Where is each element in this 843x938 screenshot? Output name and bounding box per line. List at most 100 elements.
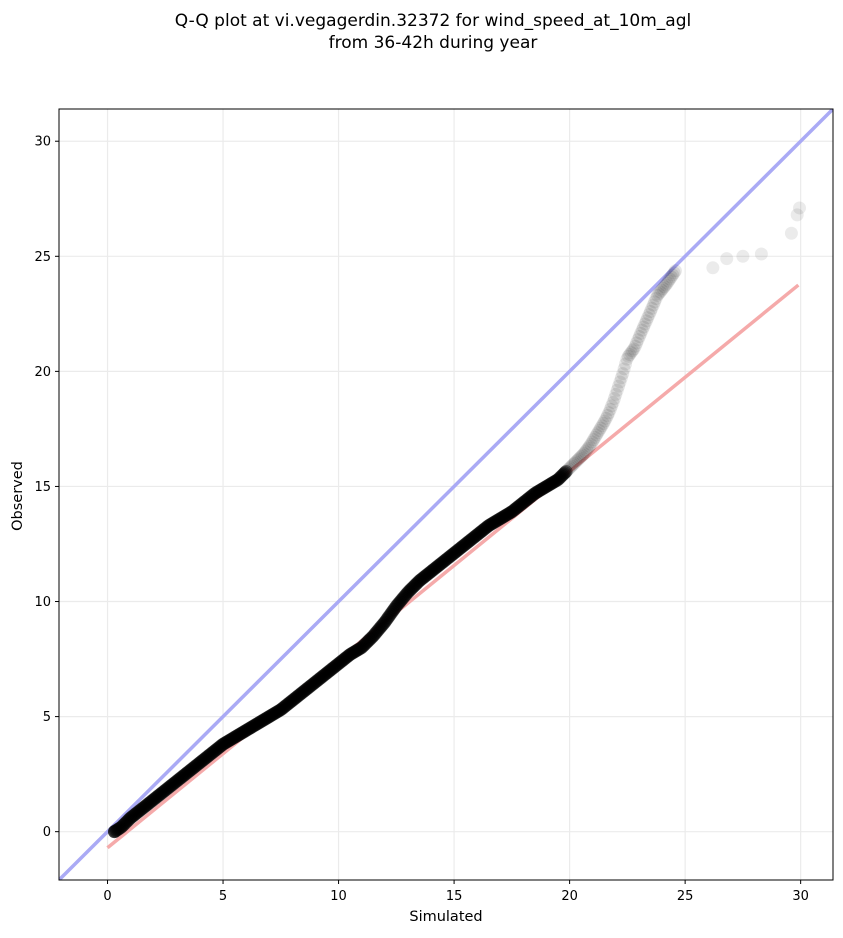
quantile-point [220, 735, 234, 749]
quantile-point [488, 515, 502, 529]
quantile-point [551, 473, 565, 487]
quantile-point [237, 725, 251, 739]
quantile-point [667, 266, 681, 280]
quantile-point [202, 748, 216, 762]
quantile-point [261, 710, 275, 724]
quantile-point [125, 810, 139, 824]
quantile-point [623, 347, 637, 361]
quantile-point [396, 591, 410, 605]
quantile-point [468, 530, 482, 544]
y-tick-label: 20 [34, 365, 51, 380]
quantile-point [211, 741, 225, 755]
quantile-point [226, 731, 240, 745]
quantile-point [200, 750, 214, 764]
quantile-point [148, 792, 162, 806]
quantile-point [566, 458, 580, 472]
quantile-point [522, 491, 536, 505]
quantile-point [521, 492, 535, 506]
quantile-point [243, 721, 257, 735]
quantile-point [312, 672, 326, 686]
quantile-point [419, 568, 433, 582]
quantile-point [168, 776, 182, 790]
quantile-point [285, 693, 299, 707]
quantile-point [124, 811, 138, 825]
y-tick-label: 30 [34, 135, 51, 150]
x-tick-label: 15 [446, 889, 463, 904]
quantile-point [171, 773, 185, 787]
quantile-point [519, 494, 533, 508]
quantile-point [172, 772, 186, 786]
quantile-point [587, 433, 601, 447]
quantile-point [500, 508, 514, 522]
quantile-point [660, 276, 674, 290]
quantile-point [436, 555, 450, 569]
quantile-point [355, 641, 369, 655]
quantile-point [199, 751, 213, 765]
quantile-point [165, 778, 179, 792]
quantile-point [265, 708, 279, 722]
quantile-point [432, 558, 446, 572]
quantile-point [720, 252, 734, 266]
identity-line [59, 109, 833, 880]
quantile-point [439, 553, 453, 567]
quantile-point [230, 729, 244, 743]
quantile-point [119, 815, 133, 829]
quantile-point [520, 493, 534, 507]
quantile-point [581, 441, 595, 455]
quantile-point [306, 677, 320, 691]
quantile-point [151, 789, 165, 803]
quantile-point [524, 489, 538, 503]
quantile-point [425, 564, 439, 578]
quantile-point [337, 652, 351, 666]
quantile-point [134, 803, 148, 817]
quantile-point [603, 402, 617, 416]
quantile-point [605, 399, 619, 413]
quantile-point [254, 714, 268, 728]
quantile-point [448, 545, 462, 559]
quantile-point [281, 697, 295, 711]
quantile-point [656, 282, 670, 296]
quantile-point [222, 734, 236, 748]
quantile-point [504, 505, 518, 519]
quantile-point [392, 596, 406, 610]
quantile-point [491, 513, 505, 527]
quantile-point [639, 314, 653, 328]
quantile-point [251, 716, 265, 730]
quantile-point [334, 655, 348, 669]
quantile-point [596, 417, 610, 431]
quantile-point [624, 346, 638, 360]
quantile-point [163, 780, 177, 794]
quantile-point [405, 581, 419, 595]
quantile-point [385, 606, 399, 620]
quantile-point [341, 649, 355, 663]
quantile-point [321, 665, 335, 679]
quantile-point [404, 582, 418, 596]
quantile-point [295, 686, 309, 700]
quantile-point [169, 775, 183, 789]
quantile-point [192, 757, 206, 771]
quantile-point [269, 705, 283, 719]
quantile-point [354, 641, 368, 655]
quantile-point [513, 498, 527, 512]
quantile-point [478, 521, 492, 535]
quantile-point [129, 806, 143, 820]
quantile-point [166, 777, 180, 791]
quantile-point [255, 714, 269, 728]
quantile-point [496, 510, 510, 524]
quantile-point [595, 419, 609, 433]
quantile-point [239, 723, 253, 737]
quantile-point [379, 614, 393, 628]
quantile-point [359, 636, 373, 650]
quantile-point [126, 809, 140, 823]
quantile-point [189, 758, 203, 772]
quantile-point [297, 684, 311, 698]
quantile-point [218, 736, 232, 750]
quantile-point [216, 737, 230, 751]
quantile-point [469, 529, 483, 543]
quantile-point [485, 516, 499, 530]
quantile-point [643, 305, 657, 319]
quantile-point [555, 469, 569, 483]
quantile-point [631, 333, 645, 347]
quantile-point [518, 495, 532, 509]
quantile-point [641, 311, 655, 325]
